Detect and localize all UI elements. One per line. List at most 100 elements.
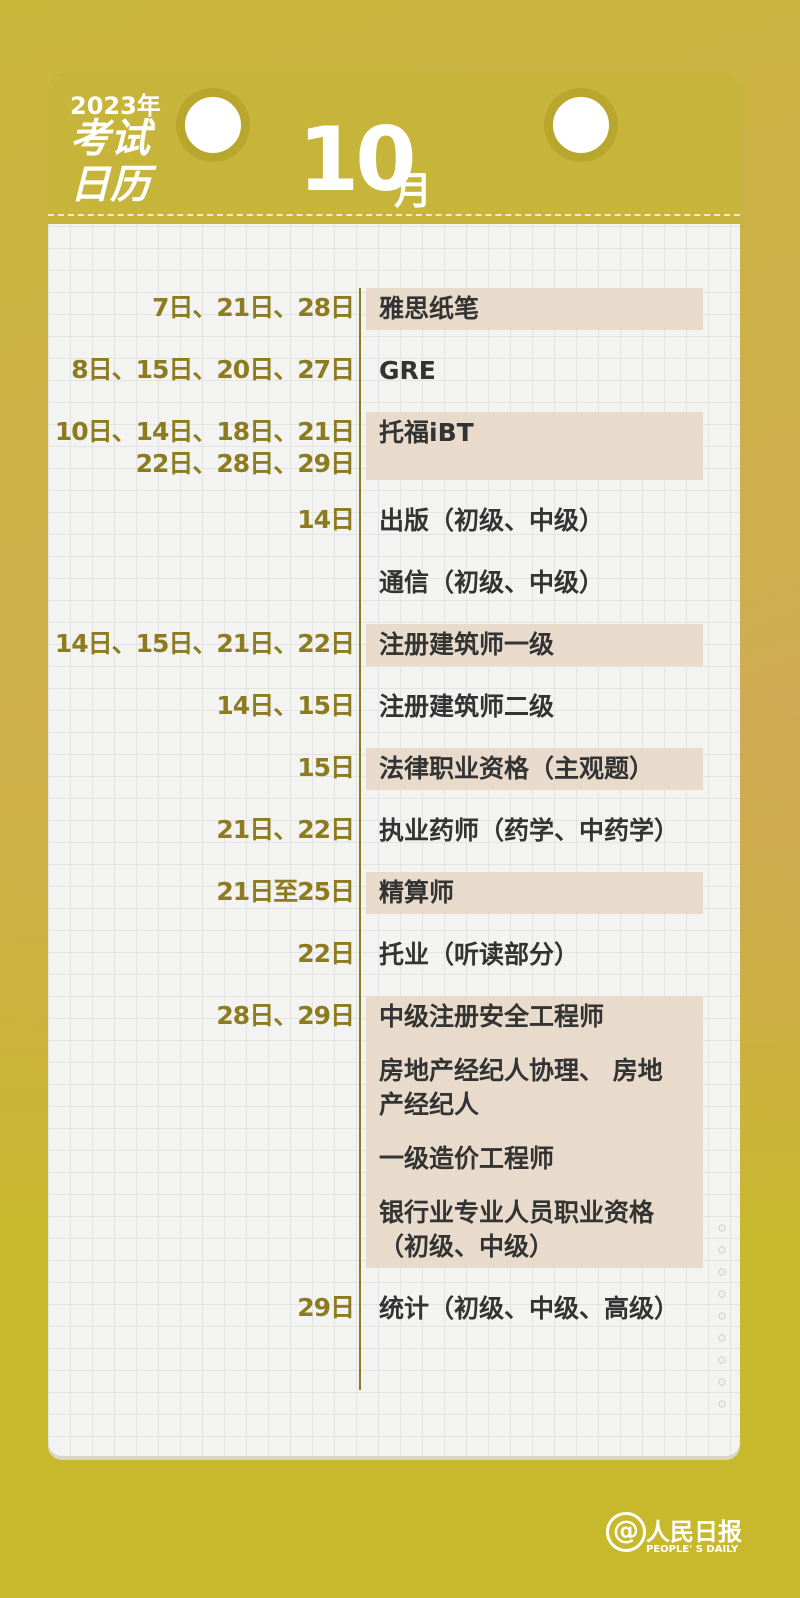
exam: 注册建筑师二级 bbox=[379, 690, 693, 724]
exam-dates: 15日 bbox=[48, 748, 355, 790]
exam-names: 注册建筑师二级 bbox=[366, 686, 703, 728]
exam: 雅思纸笔 bbox=[379, 292, 693, 326]
exam-names: 法律职业资格（主观题） bbox=[366, 748, 703, 790]
exam: 精算师 bbox=[379, 876, 693, 910]
exam-row: 28日、29日 中级注册安全工程师房地产经纪人协理、 房地 产经纪人一级造价工程师银… bbox=[48, 996, 740, 1268]
exam: 托业（听读部分） bbox=[379, 938, 693, 972]
exam: 统计（初级、中级、高级） bbox=[379, 1292, 693, 1326]
exam-row: 22日 托业（听读部分） bbox=[48, 934, 740, 976]
date-line: 10日、14日、18日、21日 bbox=[54, 417, 355, 446]
exam: 一级造价工程师 bbox=[379, 1142, 693, 1176]
title-line: 日历 bbox=[70, 162, 150, 208]
exam-row: 21日、22日 执业药师（药学、中药学） bbox=[48, 810, 740, 852]
exam: 通信（初级、中级） bbox=[379, 566, 693, 600]
exam-row: 10日、14日、18日、21日 22日、28日、29日 托福iBT bbox=[48, 412, 740, 480]
exam-dates: 8日、15日、20日、27日 bbox=[48, 350, 355, 392]
dots bbox=[718, 1224, 726, 1408]
exam-dates: 21日、22日 bbox=[48, 810, 355, 852]
logo-icon: @ bbox=[606, 1512, 646, 1552]
exam-line: 精算师 bbox=[379, 878, 455, 907]
exam-dates: 29日 bbox=[48, 1288, 355, 1330]
date-line: 29日 bbox=[297, 1293, 355, 1322]
exam-names: 精算师 bbox=[366, 872, 703, 914]
title-line: 考试 bbox=[70, 116, 150, 162]
exam-dates: 21日至25日 bbox=[48, 872, 355, 914]
exam-names: 通信（初级、中级） bbox=[366, 562, 703, 604]
exam-line: 托福iBT bbox=[379, 418, 474, 447]
exam-dates: 22日 bbox=[48, 934, 355, 976]
exam: 注册建筑师一级 bbox=[379, 628, 693, 662]
exam-names: 统计（初级、中级、高级） bbox=[366, 1288, 703, 1330]
exam-line: 执业药师（药学、中药学） bbox=[379, 816, 680, 845]
date-line: 14日、15日、21日、22日 bbox=[54, 629, 355, 658]
exam-line: 产经纪人 bbox=[379, 1090, 480, 1119]
exam: 执业药师（药学、中药学） bbox=[379, 814, 693, 848]
exam: 出版（初级、中级） bbox=[379, 504, 693, 538]
exam-list: 7日、21日、28日 雅思纸笔 8日、15日、20日、27日 GRE 10日、14日、1… bbox=[48, 288, 740, 1350]
ring bbox=[544, 88, 618, 162]
exam-row: 15日 法律职业资格（主观题） bbox=[48, 748, 740, 790]
card-header: 2023年 考试 日历 10 月 bbox=[48, 72, 740, 224]
exam-line: （初级、中级） bbox=[379, 1232, 555, 1261]
exam-row: 通信（初级、中级） bbox=[48, 562, 740, 604]
exam-names: 出版（初级、中级） bbox=[366, 500, 703, 542]
exam-row: 14日 出版（初级、中级） bbox=[48, 500, 740, 542]
date-line: 14日 bbox=[297, 505, 355, 534]
exam-line: 统计（初级、中级、高级） bbox=[379, 1294, 680, 1323]
exam-line: GRE bbox=[379, 356, 436, 385]
calendar-card: 2023年 考试 日历 10 月 7日、21日、28日 雅思纸笔 8日、15日、20… bbox=[48, 72, 740, 1456]
exam: GRE bbox=[379, 354, 693, 388]
date-line: 15日 bbox=[297, 753, 355, 782]
exam-names: 雅思纸笔 bbox=[366, 288, 703, 330]
brand: 人民日报 bbox=[646, 1518, 742, 1546]
exam-dates: 10日、14日、18日、21日 22日、28日、29日 bbox=[48, 412, 355, 480]
exam-row: 7日、21日、28日 雅思纸笔 bbox=[48, 288, 740, 330]
exam-line: 注册建筑师二级 bbox=[379, 692, 555, 721]
exam-dates: 14日 bbox=[48, 500, 355, 542]
exam-dates: 14日、15日 bbox=[48, 686, 355, 728]
exam-names: 执业药师（药学、中药学） bbox=[366, 810, 703, 852]
exam-row: 21日至25日 精算师 bbox=[48, 872, 740, 914]
exam-names: 托福iBT bbox=[366, 412, 703, 480]
divider bbox=[359, 288, 361, 1390]
date-line: 14日、15日 bbox=[216, 691, 355, 720]
exam-line: 注册建筑师一级 bbox=[379, 630, 555, 659]
exam-dates: 14日、15日、21日、22日 bbox=[48, 624, 355, 666]
exam-row: 29日 统计（初级、中级、高级） bbox=[48, 1288, 740, 1330]
date-line: 22日 bbox=[297, 939, 355, 968]
exam-line: 一级造价工程师 bbox=[379, 1144, 555, 1173]
date-line: 7日、21日、28日 bbox=[152, 293, 355, 322]
date-line: 21日、22日 bbox=[216, 815, 355, 844]
exam-line: 房地产经纪人协理、 房地 bbox=[379, 1056, 663, 1085]
exam-row: 8日、15日、20日、27日 GRE bbox=[48, 350, 740, 392]
date-line: 28日、29日 bbox=[216, 1001, 355, 1030]
exam-row: 14日、15日 注册建筑师二级 bbox=[48, 686, 740, 728]
exam-row: 14日、15日、21日、22日 注册建筑师一级 bbox=[48, 624, 740, 666]
exam: 中级注册安全工程师 bbox=[379, 1000, 693, 1034]
exam: 法律职业资格（主观题） bbox=[379, 752, 693, 786]
date-line: 8日、15日、20日、27日 bbox=[71, 355, 355, 384]
brand-en: PEOPLE' S DAILY bbox=[646, 1544, 739, 1555]
exam-line: 出版（初级、中级） bbox=[379, 506, 605, 535]
exam-names: 注册建筑师一级 bbox=[366, 624, 703, 666]
exam: 托福iBT bbox=[379, 416, 693, 450]
exam-line: 雅思纸笔 bbox=[379, 294, 480, 323]
exam: 银行业专业人员职业资格 （初级、中级） bbox=[379, 1196, 693, 1264]
month-unit: 月 bbox=[394, 169, 433, 213]
exam: 房地产经纪人协理、 房地 产经纪人 bbox=[379, 1054, 693, 1122]
exam-line: 银行业专业人员职业资格 bbox=[379, 1198, 655, 1227]
exam-line: 中级注册安全工程师 bbox=[379, 1002, 605, 1031]
exam-dates: 7日、21日、28日 bbox=[48, 288, 355, 330]
exam-dates bbox=[48, 562, 354, 604]
exam-dates: 28日、29日 bbox=[48, 996, 355, 1268]
dashed-line bbox=[48, 214, 740, 216]
exam-line: 托业（听读部分） bbox=[379, 940, 580, 969]
month: 10 bbox=[298, 108, 416, 211]
exam-names: 中级注册安全工程师房地产经纪人协理、 房地 产经纪人一级造价工程师银行业专业人员职… bbox=[366, 996, 703, 1268]
year: 2023年 bbox=[70, 92, 161, 120]
ring bbox=[176, 88, 250, 162]
exam-line: 通信（初级、中级） bbox=[379, 568, 605, 597]
date-line: 22日、28日、29日 bbox=[135, 449, 355, 478]
exam-names: 托业（听读部分） bbox=[366, 934, 703, 976]
